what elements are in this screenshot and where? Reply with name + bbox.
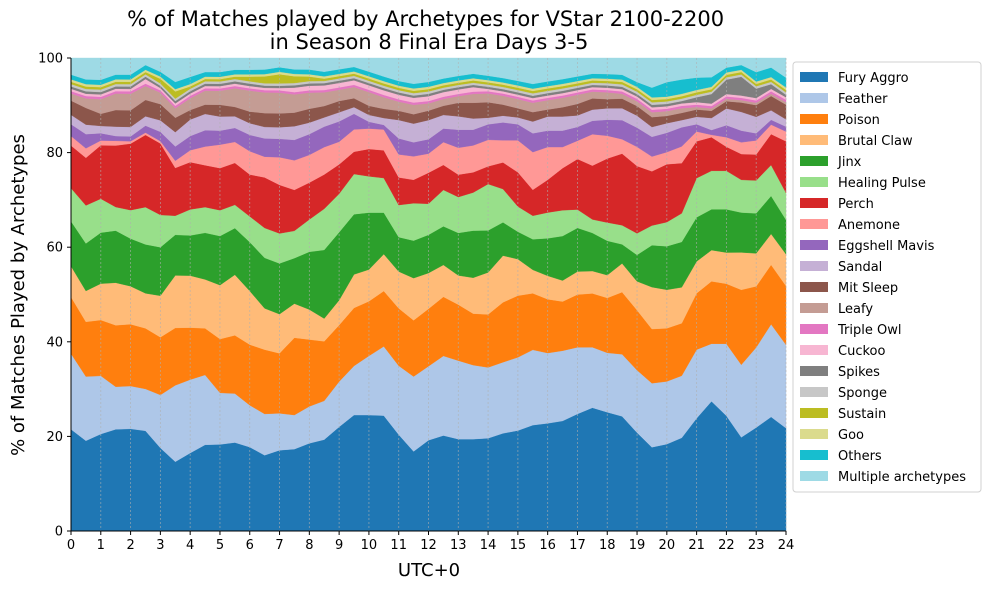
legend-swatch bbox=[800, 450, 828, 460]
x-tick-label: 19 bbox=[629, 538, 646, 553]
legend-swatch bbox=[800, 429, 828, 439]
legend-label: Eggshell Mavis bbox=[838, 239, 935, 254]
legend-frame bbox=[792, 61, 982, 493]
legend-label: Brutal Claw bbox=[838, 134, 913, 149]
x-tick-label: 0 bbox=[67, 538, 75, 553]
legend-swatch bbox=[800, 219, 828, 229]
x-tick-label: 4 bbox=[186, 538, 194, 553]
legend-swatch bbox=[800, 408, 828, 418]
x-tick-label: 23 bbox=[748, 538, 765, 553]
legend-label: Mit Sleep bbox=[838, 281, 898, 296]
x-tick-label: 15 bbox=[510, 538, 527, 553]
legend-label: Feather bbox=[838, 92, 888, 107]
legend-swatch bbox=[800, 303, 828, 313]
x-tick-label: 6 bbox=[246, 538, 254, 553]
legend-label: Cuckoo bbox=[838, 344, 885, 359]
area-multiple-archetypes bbox=[70, 57, 787, 88]
legend-label: Triple Owl bbox=[837, 323, 901, 338]
y-tick-label: 60 bbox=[46, 241, 63, 256]
y-tick-label: 80 bbox=[46, 146, 63, 161]
legend-swatch bbox=[800, 135, 828, 145]
y-axis-ticks: 0 20 40 60 80 100 bbox=[38, 52, 71, 540]
legend-label: Goo bbox=[838, 428, 864, 443]
x-tick-label: 18 bbox=[599, 538, 616, 553]
legend-swatch bbox=[800, 324, 828, 334]
legend-swatch bbox=[800, 198, 828, 208]
legend-swatch bbox=[800, 387, 828, 397]
legend-swatch bbox=[800, 156, 828, 166]
y-tick-label: 0 bbox=[55, 525, 63, 540]
x-tick-label: 12 bbox=[420, 538, 437, 553]
legend-label: Leafy bbox=[838, 302, 873, 317]
y-axis-label: % of Matches Played by Archetypes bbox=[8, 134, 29, 456]
x-tick-label: 24 bbox=[778, 538, 795, 553]
y-tick-label: 100 bbox=[38, 52, 63, 67]
legend-swatch bbox=[800, 240, 828, 250]
chart-title: % of Matches played by Archetypes for VS… bbox=[127, 7, 731, 54]
legend-label: Spikes bbox=[838, 365, 880, 380]
legend-label: Healing Pulse bbox=[838, 176, 926, 191]
y-tick-label: 20 bbox=[46, 430, 63, 445]
legend: Fury Aggro Feather Poison Brutal Claw Jinx He… bbox=[792, 61, 982, 493]
x-tick-label: 14 bbox=[480, 538, 497, 553]
legend-label: Others bbox=[838, 449, 882, 464]
x-tick-label: 11 bbox=[390, 538, 407, 553]
legend-swatch bbox=[800, 345, 828, 355]
x-tick-label: 16 bbox=[539, 538, 556, 553]
legend-label: Sponge bbox=[838, 386, 887, 401]
legend-swatch bbox=[800, 93, 828, 103]
legend-label: Jinx bbox=[837, 155, 862, 170]
chart-title-line-2: in Season 8 Final Era Days 3-5 bbox=[270, 30, 589, 54]
legend-label: Anemone bbox=[838, 218, 900, 233]
x-tick-label: 20 bbox=[659, 538, 676, 553]
legend-label: Sandal bbox=[838, 260, 882, 275]
x-tick-label: 17 bbox=[569, 538, 586, 553]
x-tick-label: 2 bbox=[126, 538, 134, 553]
legend-swatch bbox=[800, 471, 828, 481]
x-tick-label: 1 bbox=[97, 538, 105, 553]
y-tick-label: 40 bbox=[46, 335, 63, 350]
chart-title-line-1: % of Matches played by Archetypes for VS… bbox=[127, 7, 724, 31]
x-tick-label: 5 bbox=[216, 538, 224, 553]
legend-swatch bbox=[800, 366, 828, 376]
legend-swatch bbox=[800, 114, 828, 124]
legend-swatch bbox=[800, 177, 828, 187]
legend-swatch bbox=[800, 261, 828, 271]
legend-swatch bbox=[800, 72, 828, 82]
legend-label: Fury Aggro bbox=[838, 71, 909, 86]
x-tick-label: 10 bbox=[361, 538, 378, 553]
legend-label: Poison bbox=[838, 113, 880, 128]
x-tick-label: 22 bbox=[718, 538, 735, 553]
legend-label: Perch bbox=[838, 197, 874, 212]
legend-label: Multiple archetypes bbox=[838, 470, 966, 485]
x-tick-label: 8 bbox=[305, 538, 313, 553]
x-tick-label: 21 bbox=[688, 538, 705, 553]
x-tick-label: 9 bbox=[335, 538, 343, 553]
legend-swatch bbox=[800, 282, 828, 292]
x-axis-label: UTC+0 bbox=[398, 560, 460, 581]
x-axis-ticks: 0 1 2 3 4 5 6 7 8 9 10 11 12 13 14 15 16 17 18 19 20 21 22 23 24 bbox=[67, 531, 794, 553]
legend-label: Sustain bbox=[838, 407, 886, 422]
x-tick-label: 3 bbox=[156, 538, 164, 553]
x-tick-label: 7 bbox=[275, 538, 283, 553]
x-tick-label: 13 bbox=[450, 538, 467, 553]
